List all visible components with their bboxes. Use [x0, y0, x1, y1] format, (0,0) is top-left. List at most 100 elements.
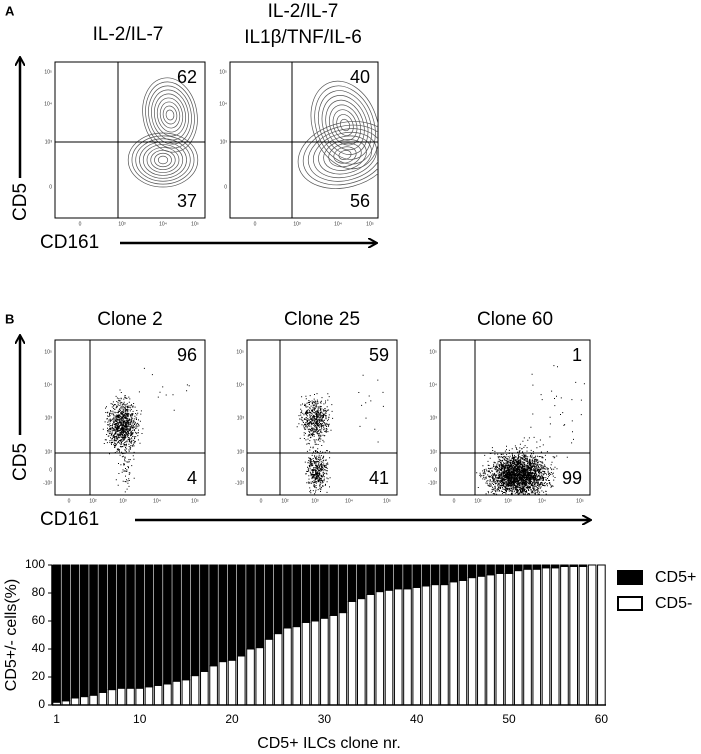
bar-segment: [477, 564, 486, 577]
x-tick-label: 40: [410, 712, 424, 726]
plot-title: Clone 2: [97, 309, 163, 330]
plot-frame: [439, 339, 591, 496]
bar-segment: [421, 564, 431, 587]
flow-y-tick: 10⁵: [219, 69, 227, 75]
flow-y-tick: 10³: [237, 415, 245, 421]
x-tick-label: 50: [502, 712, 516, 726]
bar-segment: [310, 564, 320, 622]
flow-x-tick: 0: [79, 221, 82, 227]
bar-segment: [504, 564, 514, 574]
flow-y-tick: 10³: [430, 415, 438, 421]
flow-y-tick: 10²: [430, 449, 438, 455]
plot-title: IL1β/TNF/IL-6: [244, 27, 362, 48]
bar-segment: [504, 572, 514, 706]
flow-plot: 40 56 IL-2/IL-7 IL1β/TNF/IL-6 10⁵ 10⁴ 10³ 0 0 10³…: [219, 1, 379, 227]
legend-swatch: [617, 596, 643, 611]
contour: [135, 138, 191, 182]
bar-segment: [98, 691, 108, 706]
bar-segment: [209, 564, 218, 667]
contour: [146, 147, 180, 173]
bar-segment: [560, 565, 569, 706]
bar-segment: [393, 588, 403, 706]
bar-segment: [477, 575, 486, 706]
flow-x-tick: 10⁵: [191, 498, 199, 504]
flow-plot: 96 4 Clone 2 10⁵ 10⁴ 10³ 10² 0 -10² 0 10² 10³ 10⁴ 10⁵: [43, 309, 206, 504]
bar-segment: [366, 564, 375, 595]
bar-segment: [578, 565, 588, 706]
bar-segment: [218, 661, 228, 706]
flow-x-tick: 10³: [504, 498, 512, 504]
bar-segment: [218, 564, 228, 663]
panel-label: A: [5, 3, 15, 18]
flow-y-tick: 10⁴: [219, 101, 227, 107]
flow-x-tick: 10³: [293, 221, 301, 227]
flow-x-tick: 10²: [281, 498, 289, 504]
bar-segment: [430, 584, 440, 706]
legend-swatch: [617, 570, 643, 585]
flow-plot: 59 41 Clone 25 10⁵ 10⁴ 10³ 10² 0 -10² 0 10² 10³ 10⁴ 1…: [235, 309, 398, 504]
quadrant-value: 41: [369, 468, 389, 488]
flow-y-tick: 0: [224, 184, 227, 190]
flow-x-tick: 10⁵: [576, 498, 584, 504]
axis-label: CD161: [40, 232, 99, 253]
contour: [150, 149, 176, 171]
contour: [338, 150, 352, 160]
bar-segment: [569, 564, 578, 567]
y-tick-label: 100: [25, 557, 45, 571]
flow-plot: 62 37 IL-2/IL-7 10⁵ 10⁴ 10³ 0 0 10³ 10⁴ 10⁵: [44, 24, 206, 227]
flow-y-tick: 10²: [45, 449, 53, 455]
flow-plot: 1 99 Clone 60 10⁵ 10⁴ 10³ 10² 0 -10² 0 10² 10³ 10⁴ 10…: [428, 309, 591, 504]
x-tick-label: 30: [318, 712, 332, 726]
flow-y-tick: 0: [434, 467, 437, 473]
x-axis-title: CD5+ ILCs clone nr.: [257, 735, 401, 752]
bar-segment: [144, 686, 154, 706]
bar-segment: [227, 564, 237, 661]
quadrant-value: 4: [187, 468, 197, 488]
contour: [313, 132, 377, 178]
flow-x-tick: 10⁴: [345, 498, 353, 504]
bar-segment: [52, 564, 61, 703]
bar-segment: [523, 564, 532, 570]
plot-content: [296, 374, 384, 495]
bar-segment: [513, 570, 523, 706]
bar-segment: [236, 564, 246, 657]
flow-y-tick: 10⁴: [44, 382, 52, 388]
bar-segment: [163, 564, 172, 685]
bar-segment: [320, 564, 329, 619]
bar-segment: [513, 564, 523, 572]
bar-segment: [384, 589, 394, 706]
bar-segment: [440, 564, 449, 586]
contour: [162, 105, 178, 125]
bar-segment: [255, 647, 265, 706]
bar-segment: [144, 564, 154, 688]
event-dots: [476, 365, 585, 495]
bar-segment: [246, 564, 255, 650]
bar-segment: [172, 564, 181, 682]
bar-segment: [246, 648, 255, 706]
bar-segment: [61, 564, 71, 702]
bar-segment: [283, 564, 292, 629]
contour: [151, 89, 189, 141]
contour: [323, 139, 367, 171]
quadrant-value: 96: [177, 345, 197, 365]
contour: [142, 144, 184, 176]
bar-segment: [569, 565, 578, 706]
contour: [336, 114, 354, 136]
quadrant-value: 59: [369, 345, 389, 365]
bar-segment: [264, 638, 274, 706]
contour: [154, 93, 186, 137]
bar-segment: [458, 564, 468, 581]
plot-content: [102, 367, 190, 493]
bar-segment: [283, 627, 292, 706]
bar-segment: [126, 564, 135, 689]
contour: [333, 146, 357, 164]
bar-segment: [70, 697, 80, 706]
bar-segment: [375, 591, 385, 706]
bar-segment: [384, 564, 394, 591]
flow-x-tick: 10⁵: [366, 221, 374, 227]
bar-segment: [366, 593, 375, 706]
bar-segment: [116, 564, 126, 689]
contour: [142, 77, 198, 153]
contour: [156, 97, 184, 133]
bar-segment: [578, 564, 588, 567]
